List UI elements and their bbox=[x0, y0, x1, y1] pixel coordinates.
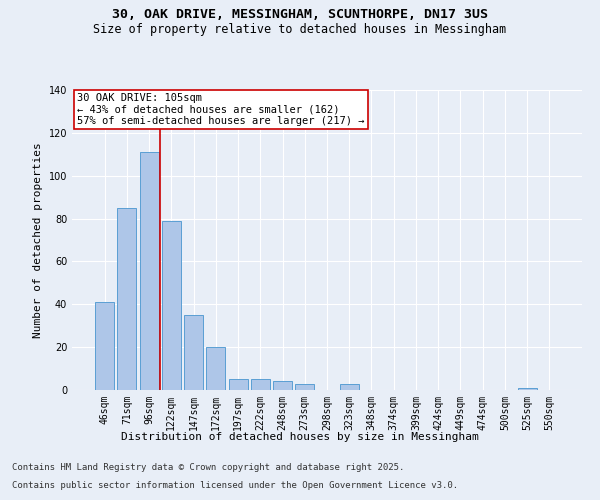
Text: 30, OAK DRIVE, MESSINGHAM, SCUNTHORPE, DN17 3US: 30, OAK DRIVE, MESSINGHAM, SCUNTHORPE, D… bbox=[112, 8, 488, 20]
Bar bbox=[162, 220, 181, 390]
Bar bbox=[251, 380, 270, 390]
Bar bbox=[295, 384, 314, 390]
Y-axis label: Number of detached properties: Number of detached properties bbox=[33, 142, 43, 338]
Bar bbox=[206, 347, 225, 390]
Bar bbox=[229, 380, 248, 390]
Bar bbox=[518, 388, 536, 390]
Bar bbox=[118, 208, 136, 390]
Text: Contains public sector information licensed under the Open Government Licence v3: Contains public sector information licen… bbox=[12, 481, 458, 490]
Bar bbox=[273, 382, 292, 390]
Bar bbox=[95, 302, 114, 390]
Text: Contains HM Land Registry data © Crown copyright and database right 2025.: Contains HM Land Registry data © Crown c… bbox=[12, 464, 404, 472]
Text: Distribution of detached houses by size in Messingham: Distribution of detached houses by size … bbox=[121, 432, 479, 442]
Text: Size of property relative to detached houses in Messingham: Size of property relative to detached ho… bbox=[94, 22, 506, 36]
Bar bbox=[140, 152, 158, 390]
Bar bbox=[340, 384, 359, 390]
Bar bbox=[184, 315, 203, 390]
Text: 30 OAK DRIVE: 105sqm
← 43% of detached houses are smaller (162)
57% of semi-deta: 30 OAK DRIVE: 105sqm ← 43% of detached h… bbox=[77, 93, 365, 126]
